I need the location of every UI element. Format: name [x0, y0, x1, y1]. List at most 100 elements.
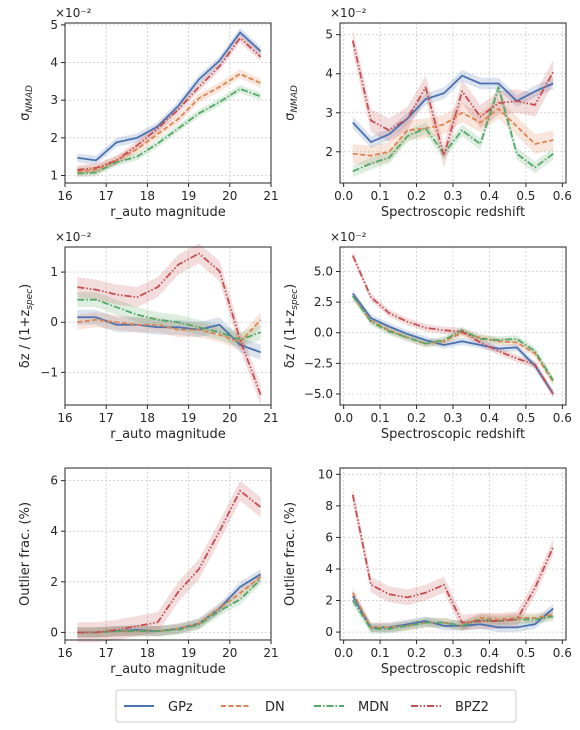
y-tick-label: 5.0: [314, 264, 333, 278]
y-tick-label: 2: [325, 145, 333, 159]
x-tick-label: 0.5: [516, 189, 535, 203]
x-axis-label: r_auto magnitude: [110, 205, 226, 220]
legend: GPz DN MDN BPZ2: [115, 689, 517, 723]
x-tick-label: 0.4: [480, 411, 499, 425]
x-tick-label: 0.4: [480, 646, 499, 660]
y-tick-label: 2.5: [314, 295, 333, 309]
legend-label-dn: DN: [265, 700, 285, 715]
y-tick-label: 4: [50, 524, 58, 538]
chart-panel-sigma-z: 0.0 0.1 0.2 0.3 0.4 0.5 0.6 2 3 4 5 ×10⁻² Spectrosco…: [283, 6, 572, 220]
x-tick-label: 18: [140, 411, 155, 425]
chart-panel-bias-z: 0.0 0.1 0.2 0.3 0.4 0.5 0.6 −5.0 −2.5 0.0 2.5 5.0 ×1…: [283, 230, 572, 442]
y-tick-label: 1: [50, 168, 58, 182]
confidence-band-dn: [352, 292, 554, 386]
series-line-bpz2: [77, 489, 262, 634]
series-line-gpz: [352, 74, 554, 143]
x-tick-label: 20: [222, 646, 237, 660]
legend-label-mdn: MDN: [358, 700, 389, 715]
confidence-band-mdn: [352, 81, 554, 178]
series-line-bpz2: [77, 252, 262, 396]
x-tick-label: 18: [140, 646, 155, 660]
x-tick-label: 19: [181, 189, 196, 203]
axis-multiplier: ×10⁻²: [330, 6, 367, 20]
x-tick-label: 20: [222, 411, 237, 425]
series-line-dn: [352, 295, 554, 383]
x-tick-label: 0.3: [443, 411, 462, 425]
x-tick-label: 17: [99, 411, 114, 425]
axes-frame: [64, 467, 272, 641]
y-tick-label: 3: [325, 106, 333, 120]
x-tick-label: 0.2: [407, 646, 426, 660]
series-line-dn: [77, 318, 262, 344]
x-tick-label: 17: [99, 189, 114, 203]
y-tick-label: 2: [50, 131, 58, 145]
series-line-bpz2: [351, 494, 555, 624]
x-tick-label: 21: [263, 189, 278, 203]
y-tick-label: 0.0: [314, 326, 333, 340]
x-axis-label: Spectroscopic redshift: [381, 427, 525, 442]
series-line-dn: [352, 107, 554, 157]
x-tick-label: 0.0: [334, 411, 353, 425]
x-tick-label: 0.2: [407, 411, 426, 425]
x-tick-label: 0.1: [371, 411, 390, 425]
axes-frame: [64, 246, 272, 406]
x-tick-label: 0.0: [334, 646, 353, 660]
y-tick-label: −1: [40, 365, 58, 379]
x-tick-label: 0.2: [407, 189, 426, 203]
y-axis-label: σNMAD: [18, 85, 35, 121]
axis-multiplier: ×10⁻²: [55, 230, 92, 244]
series-line-bpz2: [351, 255, 555, 395]
x-tick-label: 21: [263, 646, 278, 660]
x-tick-label: 0.5: [516, 646, 535, 660]
y-tick-label: 2: [50, 575, 58, 589]
x-tick-label: 0.4: [480, 189, 499, 203]
y-tick-label: 1: [50, 265, 58, 279]
confidence-band-bpz2: [352, 486, 554, 631]
chart-panel-outlier-z: 0.0 0.1 0.2 0.3 0.4 0.5 0.6 0 2 4 6 8 10 Spectroscopi…: [283, 467, 572, 677]
y-tick-label: 4: [325, 67, 333, 81]
x-tick-label: 16: [57, 646, 72, 660]
y-tick-label: 8: [325, 499, 333, 513]
series-line-mdn: [352, 86, 554, 173]
x-tick-label: 0.3: [443, 646, 462, 660]
x-tick-label: 17: [99, 646, 114, 660]
chart-panel-bias-mag: 16 17 18 19 20 21 −1 0 1 ×10⁻² r_auto magnitude δz …: [18, 230, 279, 442]
y-tick-label: −2.5: [304, 356, 333, 370]
y-axis-label: σNMAD: [283, 85, 300, 121]
confidence-band-dn: [77, 69, 261, 177]
y-axis-label: Outlier frac. (%): [18, 502, 33, 606]
y-axis-label: Outlier frac. (%): [283, 502, 298, 606]
series-line-gpz: [77, 31, 262, 162]
confidence-band-gpz: [352, 69, 554, 148]
confidence-band-mdn: [352, 292, 554, 385]
y-tick-label: 0: [50, 315, 58, 329]
x-tick-label: 18: [140, 189, 155, 203]
x-tick-label: 0.1: [371, 646, 390, 660]
x-tick-label: 0.6: [553, 189, 572, 203]
series-line-mdn: [352, 600, 554, 630]
legend-label-bpz2: BPZ2: [455, 700, 489, 715]
series-line-bpz2: [77, 37, 262, 171]
x-tick-label: 0.1: [371, 189, 390, 203]
x-tick-label: 0.6: [553, 411, 572, 425]
y-tick-label: 5: [50, 18, 58, 32]
y-tick-label: 5: [325, 28, 333, 42]
confidence-band-dn: [77, 312, 261, 350]
series-line-bpz2: [351, 40, 555, 157]
y-tick-label: 6: [50, 474, 58, 488]
confidence-band-bpz2: [352, 28, 554, 168]
series-line-dn: [77, 72, 262, 173]
axis-multiplier: ×10⁻²: [330, 230, 367, 244]
x-tick-label: 0.0: [334, 189, 353, 203]
x-axis-label: Spectroscopic redshift: [381, 662, 525, 677]
x-tick-label: 0.6: [553, 646, 572, 660]
confidence-band-gpz: [77, 27, 261, 165]
x-axis-label: Spectroscopic redshift: [381, 205, 525, 220]
x-axis-label: r_auto magnitude: [110, 427, 226, 442]
y-tick-label: 3: [50, 93, 58, 107]
series-line-mdn: [77, 87, 262, 175]
y-tick-label: 6: [325, 530, 333, 544]
series-line-mdn: [77, 298, 262, 341]
confidence-band-gpz: [352, 591, 554, 633]
